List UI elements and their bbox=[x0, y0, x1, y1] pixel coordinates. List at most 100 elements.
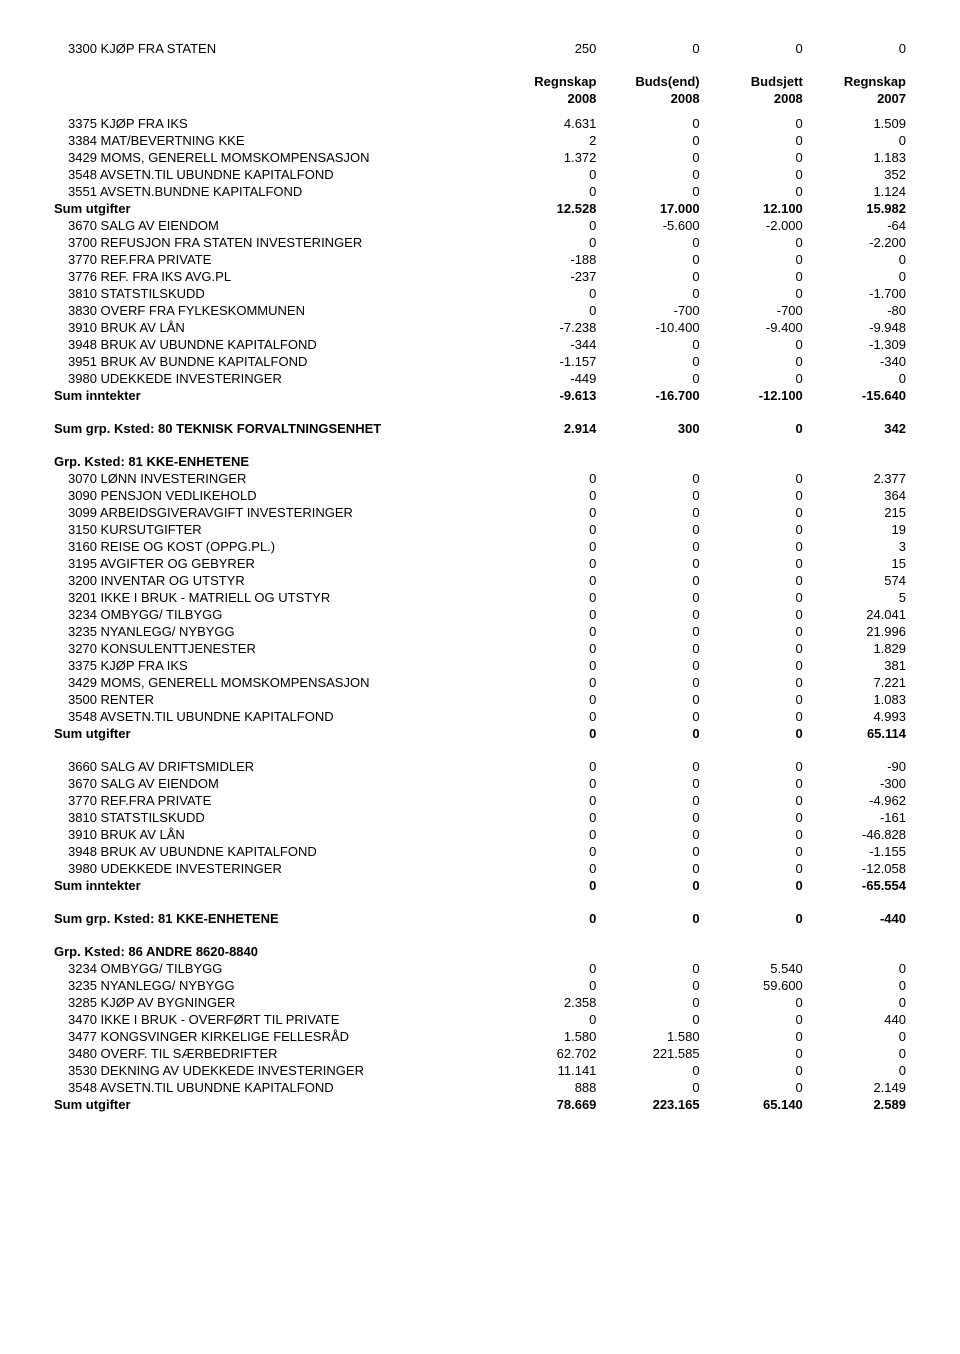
value-col1: 0 bbox=[497, 725, 600, 742]
header-col4: Regnskap bbox=[807, 73, 910, 90]
value-col4: 0 bbox=[807, 960, 910, 977]
value-col4: 1.183 bbox=[807, 149, 910, 166]
row-label: 3160 REISE OG KOST (OPPG.PL.) bbox=[50, 538, 497, 555]
value-col2: 0 bbox=[600, 115, 703, 132]
value-col4: -440 bbox=[807, 910, 910, 927]
value-col3: -9.400 bbox=[704, 319, 807, 336]
row-label: 3980 UDEKKEDE INVESTERINGER bbox=[50, 370, 497, 387]
value-col1: 1.372 bbox=[497, 149, 600, 166]
value-col4: 15.982 bbox=[807, 200, 910, 217]
row-label: 3551 AVSETN.BUNDNE KAPITALFOND bbox=[50, 183, 497, 200]
value-col3: 0 bbox=[704, 994, 807, 1011]
value-col4: 24.041 bbox=[807, 606, 910, 623]
section-title: Grp. Ksted: 86 ANDRE 8620-8840 bbox=[50, 943, 910, 960]
value-col4: -90 bbox=[807, 758, 910, 775]
value-col4: -15.640 bbox=[807, 387, 910, 404]
value-col4: 574 bbox=[807, 572, 910, 589]
value-col3: 0 bbox=[704, 370, 807, 387]
value-col3: 0 bbox=[704, 353, 807, 370]
value-col1: 0 bbox=[497, 606, 600, 623]
value-col3: 0 bbox=[704, 487, 807, 504]
value-col1: 250 bbox=[497, 40, 600, 57]
value-col3: 0 bbox=[704, 149, 807, 166]
value-col2: 0 bbox=[600, 860, 703, 877]
value-col1: 0 bbox=[497, 877, 600, 894]
value-col3: 0 bbox=[704, 1045, 807, 1062]
financial-report-table: 3300 KJØP FRA STATEN250000RegnskapBuds(e… bbox=[50, 40, 910, 1113]
value-col2: 1.580 bbox=[600, 1028, 703, 1045]
value-col3: 0 bbox=[704, 420, 807, 437]
value-col2: 0 bbox=[600, 674, 703, 691]
value-col3: 0 bbox=[704, 758, 807, 775]
value-col1: 0 bbox=[497, 1011, 600, 1028]
value-col3: 0 bbox=[704, 268, 807, 285]
value-col2: 0 bbox=[600, 809, 703, 826]
value-col4: 352 bbox=[807, 166, 910, 183]
value-col3: 0 bbox=[704, 792, 807, 809]
value-col1: 0 bbox=[497, 758, 600, 775]
value-col3: 0 bbox=[704, 521, 807, 538]
value-col3: 0 bbox=[704, 251, 807, 268]
row-label: 3500 RENTER bbox=[50, 691, 497, 708]
value-col1: -237 bbox=[497, 268, 600, 285]
value-col2: 0 bbox=[600, 1062, 703, 1079]
row-label: Sum grp. Ksted: 80 TEKNISK FORVALTNINGSE… bbox=[50, 420, 497, 437]
value-col2: 17.000 bbox=[600, 200, 703, 217]
value-col4: 364 bbox=[807, 487, 910, 504]
value-col3: 0 bbox=[704, 606, 807, 623]
value-col4: 2.149 bbox=[807, 1079, 910, 1096]
value-col4: -12.058 bbox=[807, 860, 910, 877]
value-col2: 0 bbox=[600, 487, 703, 504]
value-col1: 0 bbox=[497, 166, 600, 183]
value-col1: -449 bbox=[497, 370, 600, 387]
value-col3: -12.100 bbox=[704, 387, 807, 404]
value-col1: 888 bbox=[497, 1079, 600, 1096]
value-col1: -7.238 bbox=[497, 319, 600, 336]
value-col4: 381 bbox=[807, 657, 910, 674]
value-col1: 0 bbox=[497, 860, 600, 877]
value-col2: 0 bbox=[600, 792, 703, 809]
value-col4: 19 bbox=[807, 521, 910, 538]
header-year-col3: 2008 bbox=[704, 90, 807, 107]
value-col1: 62.702 bbox=[497, 1045, 600, 1062]
row-label: 3375 KJØP FRA IKS bbox=[50, 657, 497, 674]
row-label: 3099 ARBEIDSGIVERAVGIFT INVESTERINGER bbox=[50, 504, 497, 521]
row-label: 3548 AVSETN.TIL UBUNDNE KAPITALFOND bbox=[50, 708, 497, 725]
row-label: 3910 BRUK AV LÅN bbox=[50, 826, 497, 843]
value-col1: 0 bbox=[497, 487, 600, 504]
value-col1: 0 bbox=[497, 708, 600, 725]
row-label: 3810 STATSTILSKUDD bbox=[50, 809, 497, 826]
value-col2: 0 bbox=[600, 994, 703, 1011]
value-col1: 0 bbox=[497, 217, 600, 234]
value-col3: 0 bbox=[704, 910, 807, 927]
value-col2: 0 bbox=[600, 285, 703, 302]
value-col3: 0 bbox=[704, 623, 807, 640]
value-col1: 0 bbox=[497, 910, 600, 927]
value-col1: 2.358 bbox=[497, 994, 600, 1011]
value-col3: 0 bbox=[704, 1062, 807, 1079]
value-col3: 0 bbox=[704, 725, 807, 742]
value-col4: -300 bbox=[807, 775, 910, 792]
value-col4: 0 bbox=[807, 1028, 910, 1045]
value-col3: 0 bbox=[704, 40, 807, 57]
value-col3: 0 bbox=[704, 691, 807, 708]
row-label: 3150 KURSUTGIFTER bbox=[50, 521, 497, 538]
header-year-col4: 2007 bbox=[807, 90, 910, 107]
value-col3: 65.140 bbox=[704, 1096, 807, 1113]
value-col1: 1.580 bbox=[497, 1028, 600, 1045]
value-col2: 0 bbox=[600, 606, 703, 623]
value-col1: 0 bbox=[497, 234, 600, 251]
row-label: 3235 NYANLEGG/ NYBYGG bbox=[50, 977, 497, 994]
value-col2: 0 bbox=[600, 555, 703, 572]
value-col4: -340 bbox=[807, 353, 910, 370]
value-col1: 0 bbox=[497, 555, 600, 572]
row-label: 3429 MOMS, GENERELL MOMSKOMPENSASJON bbox=[50, 674, 497, 691]
value-col2: 0 bbox=[600, 589, 703, 606]
value-col3: 0 bbox=[704, 234, 807, 251]
value-col3: 0 bbox=[704, 826, 807, 843]
value-col2: 0 bbox=[600, 132, 703, 149]
row-label: 3830 OVERF FRA FYLKESKOMMUNEN bbox=[50, 302, 497, 319]
row-label: 3285 KJØP AV BYGNINGER bbox=[50, 994, 497, 1011]
value-col1: 0 bbox=[497, 640, 600, 657]
value-col2: 0 bbox=[600, 910, 703, 927]
